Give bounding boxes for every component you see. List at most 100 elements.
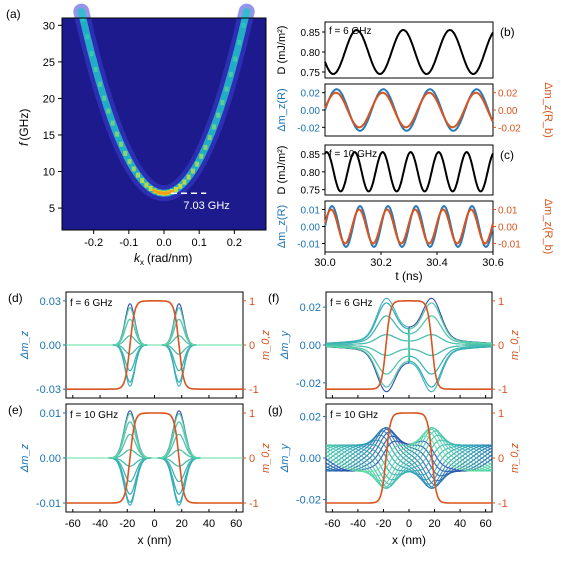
profile-line — [66, 307, 243, 346]
dispersion-point — [199, 153, 204, 159]
y-tick-label-left: 0.02 — [300, 411, 321, 423]
dispersion-point — [211, 124, 216, 130]
annotation-label: f = 10 GHz — [70, 410, 118, 421]
y-tick-label-right: 0.02 — [498, 89, 518, 100]
x-axis-label-unit: (rad/nm) — [147, 251, 192, 265]
y-tick-label: 0.85 — [301, 150, 321, 161]
y-axis-label-left: Δm_z — [19, 443, 31, 473]
dispersion-peak — [165, 191, 170, 195]
y-tick-label-left: 0.01 — [40, 408, 61, 420]
y-axis-label-right: Δm_z(R_b) — [542, 199, 554, 255]
y-tick-label-left: 0.00 — [300, 453, 321, 465]
y-tick-label-right: 0.00 — [498, 223, 518, 234]
y-tick-label-left: 0.00 — [40, 340, 61, 352]
x-tick-label: -0.1 — [119, 237, 138, 249]
y-tick-label-left: -0.02 — [296, 495, 321, 507]
x-tick-label: 40 — [454, 518, 466, 530]
series-line — [324, 91, 494, 129]
y-axis-label-main: f — [17, 141, 31, 146]
dispersion-point — [89, 51, 94, 57]
x-tick-label: 0.1 — [192, 237, 207, 249]
dispersion-point — [233, 56, 238, 62]
y-tick-label: -0.01 — [297, 240, 320, 251]
x-tick-label: 20 — [428, 518, 440, 530]
annotation-label: f = 10 GHz — [330, 410, 378, 421]
y-tick-label: 0.75 — [301, 68, 321, 79]
x-tick-label: -0.2 — [84, 237, 103, 249]
y-tick-label: 30 — [43, 20, 55, 32]
y-tick-label-right: -0.01 — [498, 240, 521, 251]
y-tick-label: 15 — [43, 130, 55, 142]
y-tick-label: 0.85 — [301, 28, 321, 39]
x-tick-label: 30.0 — [314, 257, 335, 269]
y-tick-label: 0.00 — [301, 223, 321, 234]
y-axis-label-left: Δm_y — [279, 442, 291, 473]
y-tick-label-right: 0 — [249, 453, 255, 465]
dispersion-point — [127, 159, 132, 165]
y-axis-label-left: Δm_y — [279, 329, 291, 360]
dispersion-point — [173, 186, 178, 192]
panel-label: (d) — [8, 291, 23, 305]
x-tick-label: 30.6 — [482, 257, 503, 269]
x-tick-label: -20 — [376, 518, 392, 530]
y-tick-label-right: 0 — [498, 340, 504, 352]
dispersion-point — [148, 185, 153, 191]
y-axis-label: D (mJ/m²) — [276, 146, 288, 195]
y-axis-label-right: m_0,z — [260, 330, 272, 360]
annotation-label: f = 10 GHz — [329, 149, 377, 160]
y-tick-label-left: -0.02 — [296, 378, 321, 390]
x-tick-label: 0.0 — [156, 237, 171, 249]
profile-line — [325, 434, 493, 488]
dispersion-point — [144, 182, 149, 188]
dispersion-point — [85, 34, 90, 40]
x-tick-label: 30.4 — [426, 257, 447, 269]
y-axis-label-left: Δm_z(R) — [276, 88, 288, 131]
domain-wall-line — [66, 300, 243, 390]
panel-label: (g) — [268, 403, 283, 417]
y-tick-label-right: 0 — [498, 453, 504, 465]
series-line — [324, 151, 494, 193]
x-axis-label-sub: x — [140, 258, 144, 267]
y-axis-label: D (mJ/m²) — [276, 26, 288, 75]
panel-label: (e) — [8, 403, 23, 417]
y-tick-label-right: -0.02 — [498, 123, 521, 134]
x-tick-label: 0 — [406, 518, 412, 530]
domain-wall-line — [326, 300, 492, 390]
x-tick-label: 40 — [203, 518, 215, 530]
domain-wall-line — [326, 412, 492, 504]
panel-label: (a) — [6, 7, 21, 21]
y-tick-label-left: 0.02 — [300, 302, 321, 314]
dispersion-point — [178, 183, 183, 189]
annotation-label: f = 6 GHz — [329, 26, 372, 37]
x-tick-label: 30.2 — [370, 257, 391, 269]
y-tick-label-right: -1 — [249, 384, 259, 396]
y-tick-label: 0.80 — [301, 48, 321, 59]
y-axis-label: f(GHz) — [17, 109, 31, 146]
y-tick-label-right: 1 — [498, 408, 504, 420]
dispersion-point — [97, 81, 102, 87]
profile-line — [325, 444, 493, 481]
dispersion-peak — [161, 191, 166, 195]
y-tick-label-left: -0.01 — [36, 498, 61, 510]
dispersion-point — [119, 141, 124, 147]
y-axis-label-right: Δm_z(R_b) — [542, 82, 554, 138]
x-tick-label: -20 — [119, 518, 135, 530]
y-tick-label: 0.80 — [301, 168, 321, 179]
panel-label: (f) — [268, 291, 279, 305]
y-tick-label: 0.01 — [301, 206, 321, 217]
x-tick-label: 20 — [176, 518, 188, 530]
dispersion-point — [203, 144, 208, 150]
profile-line — [326, 302, 492, 388]
y-tick-label-right: 0 — [249, 340, 255, 352]
profile-line — [325, 426, 493, 486]
y-axis-label-right: m_0,z — [260, 443, 272, 473]
y-tick-label-right: -1 — [249, 498, 259, 510]
y-tick-label-right: 1 — [249, 296, 255, 308]
x-tick-label: 60 — [230, 518, 242, 530]
y-axis-label-left: Δm_z(R) — [276, 205, 288, 248]
dispersion-point — [190, 168, 195, 174]
y-axis-label-left: Δm_z — [19, 330, 31, 360]
plot-frame — [324, 83, 494, 137]
y-tick-label-left: 0.03 — [40, 296, 61, 308]
